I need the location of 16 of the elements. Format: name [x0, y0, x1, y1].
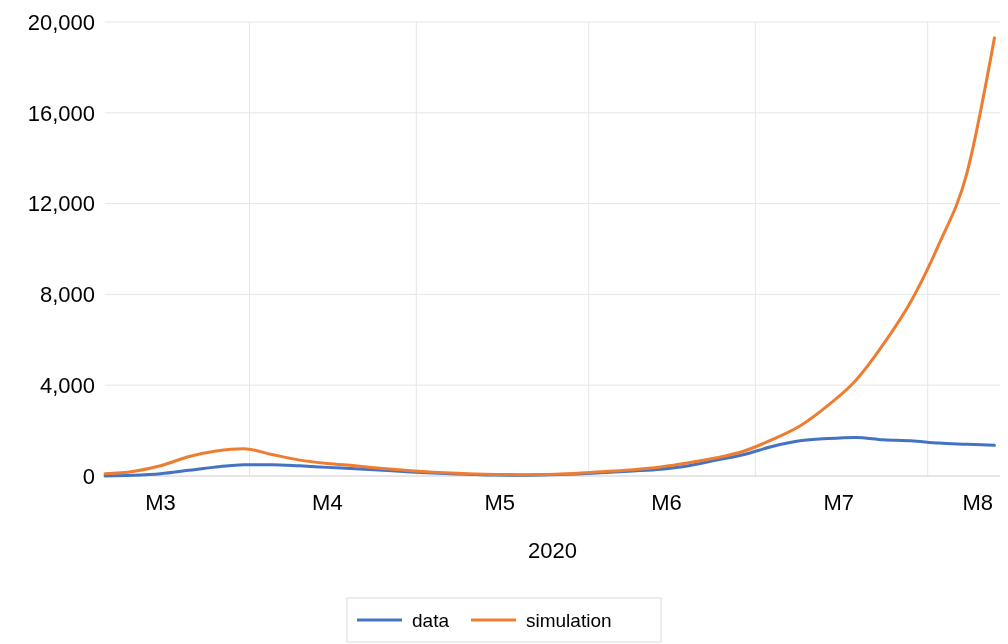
x-tick-label: M7	[823, 490, 855, 515]
y-tick-label: 16,000	[27, 100, 95, 126]
x-tick-label: M8	[962, 490, 994, 515]
y-tick-label: 0	[82, 463, 95, 489]
y-tick-label: 12,000	[27, 191, 95, 217]
x-tick-label: M3	[145, 490, 176, 515]
legend-label: data	[412, 609, 450, 631]
y-tick-label: 8,000	[39, 282, 95, 308]
y-tick-label: 4,000	[39, 372, 95, 398]
x-tick-label: M4	[312, 490, 343, 515]
y-tick-label: 20,000	[27, 9, 95, 35]
line-series	[103, 36, 996, 477]
x-axis-title: 2020	[528, 538, 577, 563]
x-tick-label: M5	[484, 490, 515, 515]
legend-label: simulation	[526, 609, 612, 631]
x-tick-label: M6	[651, 490, 682, 515]
